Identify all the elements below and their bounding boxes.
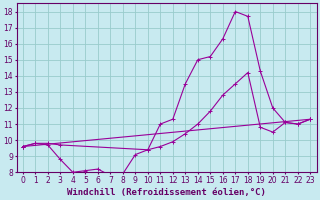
X-axis label: Windchill (Refroidissement éolien,°C): Windchill (Refroidissement éolien,°C) [67, 188, 266, 197]
